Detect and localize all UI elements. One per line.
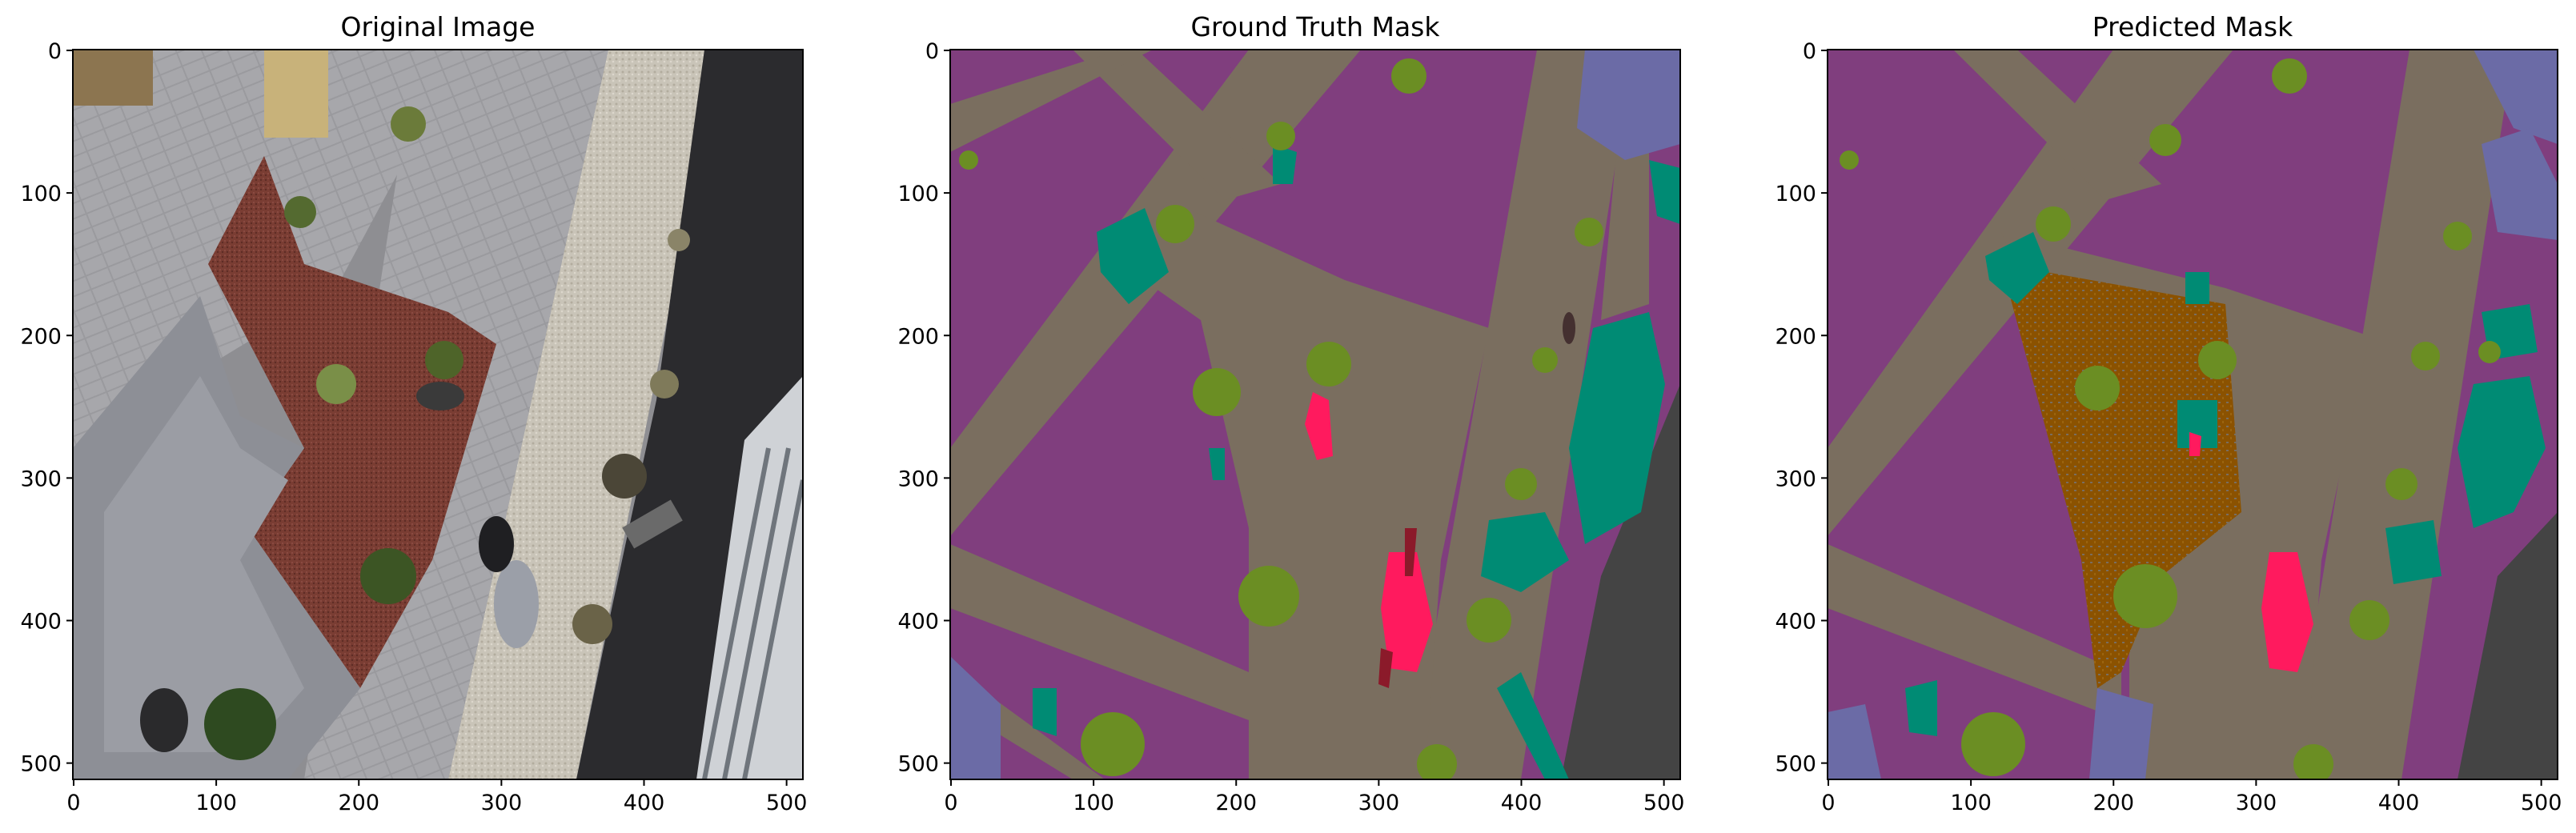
x-tick-label: 500	[766, 791, 808, 815]
y-tick-label: 400	[897, 610, 939, 635]
x-tick-label: 300	[481, 791, 523, 815]
y-tick-label: 0	[48, 39, 62, 64]
x-tick-label: 500	[2521, 791, 2562, 815]
y-tick-label: 400	[20, 610, 62, 635]
x-tick-label: 0	[1821, 791, 1835, 815]
x-tick-label: 300	[2236, 791, 2277, 815]
x-tick-label: 200	[338, 791, 379, 815]
panel-original-image: Original Image	[72, 11, 804, 780]
axes-frame	[72, 49, 804, 780]
y-tick-label: 300	[897, 467, 939, 491]
x-tick-label: 100	[195, 791, 237, 815]
x-tick-label: 400	[2378, 791, 2420, 815]
x-tick-label: 500	[1643, 791, 1685, 815]
y-tick-label: 100	[20, 182, 62, 206]
y-tick-label: 300	[1775, 467, 1816, 491]
x-tick-label: 200	[1215, 791, 1257, 815]
x-tick-label: 300	[1358, 791, 1400, 815]
y-tick-label: 200	[1775, 324, 1816, 349]
x-tick-label: 100	[1073, 791, 1114, 815]
y-tick-label: 500	[20, 752, 62, 777]
y-tick-label: 200	[897, 324, 939, 349]
panel-predicted-mask: Predicted Mask	[1827, 11, 2558, 780]
y-tick-label: 500	[897, 752, 939, 777]
axes-frame	[949, 49, 1681, 780]
predicted-mask-image	[1828, 50, 2558, 779]
x-tick-label: 0	[944, 791, 957, 815]
x-tick-label: 200	[2092, 791, 2134, 815]
x-tick-label: 100	[1950, 791, 1992, 815]
y-tick-label: 200	[20, 324, 62, 349]
y-tick-label: 0	[925, 39, 939, 64]
panel-title: Original Image	[341, 11, 536, 42]
y-tick-label: 400	[1775, 610, 1816, 635]
y-tick-label: 500	[1775, 752, 1816, 777]
original-photo	[73, 50, 803, 779]
panel-ground-truth-mask: Ground Truth Mask	[949, 11, 1681, 780]
y-tick-label: 300	[20, 467, 62, 491]
panel-title: Predicted Mask	[2092, 11, 2293, 42]
y-tick-label: 100	[1775, 182, 1816, 206]
y-tick-label: 100	[897, 182, 939, 206]
y-tick-label: 0	[1803, 39, 1816, 64]
x-tick-label: 0	[66, 791, 80, 815]
axes-frame	[1827, 49, 2558, 780]
x-tick-label: 400	[1501, 791, 1543, 815]
ground-truth-mask-image	[950, 50, 1680, 779]
x-tick-label: 400	[624, 791, 665, 815]
panel-title: Ground Truth Mask	[1190, 11, 1440, 42]
